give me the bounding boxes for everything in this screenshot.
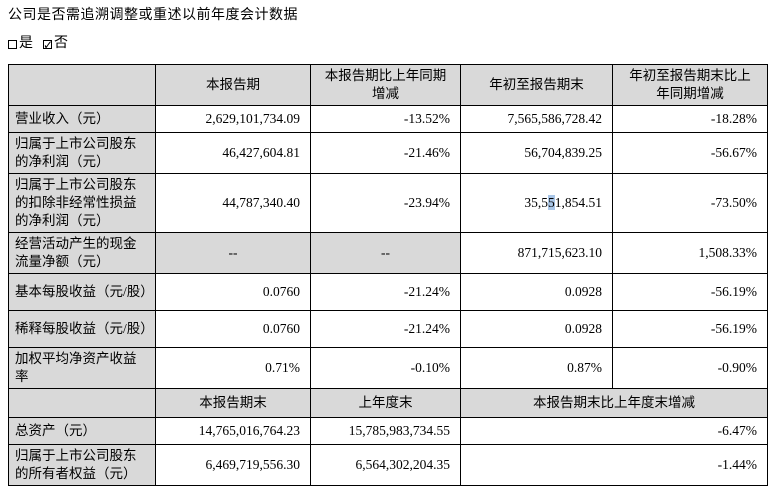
cell-yoy-change: -21.24% [310,310,461,348]
cell-ytd-yoy-change: -0.90% [612,347,768,389]
selection-highlight: 5 [548,195,555,210]
value-prefix: 35,5 [524,195,548,210]
cell-current-period: -- [155,232,311,274]
cell-yoy-change: -13.52% [310,105,461,133]
value-suffix: 1,854.51 [554,195,602,210]
row-label: 经营活动产生的现金流量净额（元） [8,232,156,274]
header-cell-ytd: 年初至报告期末 [460,64,613,106]
cell-yoy-change: -- [310,232,461,274]
cell-current-period: 2,629,101,734.09 [155,105,311,133]
cell-ytd-yoy-change: -73.50% [612,173,768,233]
cell-ytd: 7,565,586,728.42 [460,105,613,133]
yes-no-checkbox-row: 是 ✓ 否 [8,35,767,53]
row-label: 归属于上市公司股东的净利润（元） [8,132,156,174]
cell-ytd: 56,704,839.25 [460,132,613,174]
header-cell-period-end-change: 本报告期末比上年度末增减 [460,388,768,418]
cell-period-end-change: -1.44% [460,444,768,486]
checkbox-checked-icon[interactable]: ✓ [43,38,53,52]
cell-ytd-yoy-change: -56.67% [612,132,768,174]
row-label: 加权平均净资产收益率 [8,347,156,389]
row-label: 总资产（元） [8,417,156,445]
header-cell-yoy-change: 本报告期比上年同期增减 [310,64,461,106]
cell-ytd: 871,715,623.10 [460,232,613,274]
header-cell-empty [8,388,156,418]
cell-period-end-change: -6.47% [460,417,768,445]
row-basic-eps: 基本每股收益（元/股） 0.0760 -21.24% 0.0928 -56.19… [8,273,768,311]
cell-ytd-yoy-change: -56.19% [612,273,768,311]
cell-current-period: 0.71% [155,347,311,389]
cell-prior-year-end: 15,785,983,734.55 [310,417,461,445]
financial-summary-table: 本报告期 本报告期比上年同期增减 年初至报告期末 年初至报告期末比上年同期增减 … [8,64,768,486]
cell-yoy-change: -21.24% [310,273,461,311]
header-cell-empty [8,64,156,106]
cell-current-period: 0.0760 [155,273,311,311]
cell-ytd-yoy-change: 1,508.33% [612,232,768,274]
cell-ytd: 0.87% [460,347,613,389]
cell-ytd: 0.0928 [460,273,613,311]
checkbox-unchecked-icon[interactable] [8,39,17,49]
header-cell-ytd-yoy-change: 年初至报告期末比上年同期增减 [612,64,768,106]
cell-current-period: 46,427,604.81 [155,132,311,174]
cell-ytd: 0.0928 [460,310,613,348]
row-non-recurring-net-profit: 归属于上市公司股东的扣除非经常性损益的净利润（元） 44,787,340.40 … [8,173,768,233]
checkbox-no-label: 否 [54,36,68,51]
checkbox-yes-label: 是 [19,36,33,51]
row-net-profit-attributable: 归属于上市公司股东的净利润（元） 46,427,604.81 -21.46% 5… [8,132,768,174]
checkbox-no[interactable]: ✓ 否 [43,35,68,53]
row-weighted-avg-roe: 加权平均净资产收益率 0.71% -0.10% 0.87% -0.90% [8,347,768,389]
row-diluted-eps: 稀释每股收益（元/股） 0.0760 -21.24% 0.0928 -56.19… [8,310,768,348]
cell-ytd-highlighted: 35,551,854.51 [460,173,613,233]
row-operating-cash-flow: 经营活动产生的现金流量净额（元） -- -- 871,715,623.10 1,… [8,232,768,274]
row-label: 基本每股收益（元/股） [8,273,156,311]
cell-current-period: 44,787,340.40 [155,173,311,233]
cell-period-end: 14,765,016,764.23 [155,417,311,445]
check-icon: ✓ [43,37,54,52]
row-equity-attributable: 归属于上市公司股东的所有者权益（元） 6,469,719,556.30 6,56… [8,444,768,486]
row-label: 营业收入（元） [8,105,156,133]
cell-current-period: 0.0760 [155,310,311,348]
cell-yoy-change: -23.94% [310,173,461,233]
page-title: 公司是否需追溯调整或重述以前年度会计数据 [8,8,298,23]
header-cell-current-period: 本报告期 [155,64,311,106]
cell-prior-year-end: 6,564,302,204.35 [310,444,461,486]
cell-ytd-yoy-change: -18.28% [612,105,768,133]
header-cell-prior-year-end: 上年度末 [310,388,461,418]
cell-period-end: 6,469,719,556.30 [155,444,311,486]
checkbox-yes[interactable]: 是 [8,35,33,53]
row-total-assets: 总资产（元） 14,765,016,764.23 15,785,983,734.… [8,417,768,445]
table-header-row-period: 本报告期 本报告期比上年同期增减 年初至报告期末 年初至报告期末比上年同期增减 [8,64,768,106]
cell-ytd-yoy-change: -56.19% [612,310,768,348]
table-header-row-period-end: 本报告期末 上年度末 本报告期末比上年度末增减 [8,388,768,418]
row-label: 归属于上市公司股东的扣除非经常性损益的净利润（元） [8,173,156,233]
row-operating-revenue: 营业收入（元） 2,629,101,734.09 -13.52% 7,565,5… [8,105,768,133]
row-label: 稀释每股收益（元/股） [8,310,156,348]
cell-yoy-change: -0.10% [310,347,461,389]
cell-yoy-change: -21.46% [310,132,461,174]
header-cell-period-end: 本报告期末 [155,388,311,418]
row-label: 归属于上市公司股东的所有者权益（元） [8,444,156,486]
